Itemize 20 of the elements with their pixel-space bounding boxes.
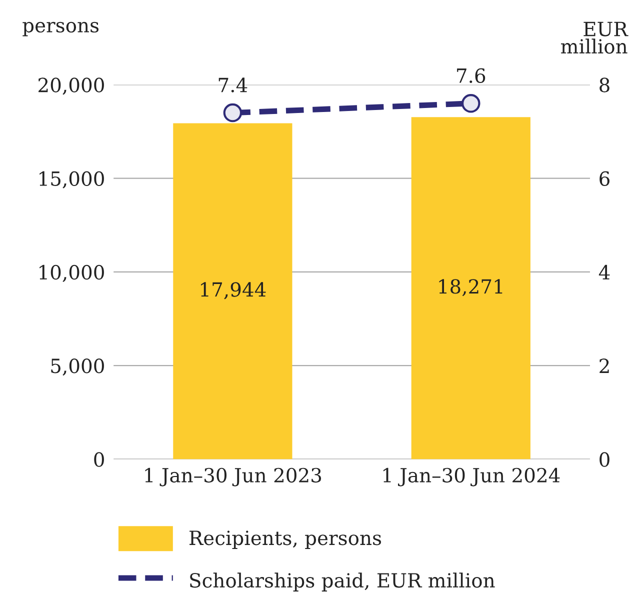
y2-tick-label: 0 xyxy=(600,452,610,467)
y-tick-label: 10,000 xyxy=(40,264,104,282)
legend-label: Scholarships paid, EUR million xyxy=(190,572,495,592)
data-label: 7.4 xyxy=(218,78,248,92)
y2-tick-label: 8 xyxy=(600,78,610,92)
y-tick-label: 15,000 xyxy=(40,171,104,188)
data-label: 17,944 xyxy=(201,282,266,300)
x-tick-label: 1 Jan–30 Jun 2024 xyxy=(383,468,560,486)
data-label: 18,271 xyxy=(439,279,502,296)
y2-tick-label: 2 xyxy=(600,358,609,373)
y2-axis-title: EUR million xyxy=(561,22,628,54)
y2-tick-label: 4 xyxy=(598,264,610,280)
y-tick-label: 20,000 xyxy=(38,78,104,95)
legend-label: Recipients, persons xyxy=(190,530,382,549)
y-tick-label: 5,000 xyxy=(51,358,104,376)
y-tick-label: 0 xyxy=(94,452,104,467)
y2-tick-label: 6 xyxy=(600,171,610,186)
data-label: 7.6 xyxy=(457,68,486,83)
x-tick-label: 1 Jan–30 Jun 2023 xyxy=(145,468,322,486)
y-axis-title: persons xyxy=(22,22,99,36)
